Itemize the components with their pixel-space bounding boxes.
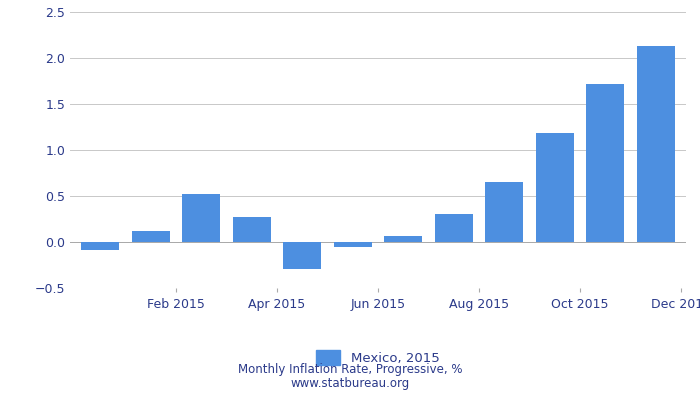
Bar: [233, 217, 271, 242]
Text: Monthly Inflation Rate, Progressive, %: Monthly Inflation Rate, Progressive, %: [238, 364, 462, 376]
Bar: [182, 194, 220, 242]
Legend: Mexico, 2015: Mexico, 2015: [312, 344, 444, 370]
Bar: [81, 242, 119, 250]
Bar: [536, 134, 574, 242]
Bar: [334, 242, 372, 246]
Bar: [435, 214, 472, 242]
Text: www.statbureau.org: www.statbureau.org: [290, 377, 410, 390]
Bar: [485, 182, 523, 242]
Bar: [132, 231, 169, 242]
Bar: [284, 242, 321, 269]
Bar: [637, 46, 675, 242]
Bar: [587, 84, 624, 242]
Bar: [384, 236, 422, 242]
